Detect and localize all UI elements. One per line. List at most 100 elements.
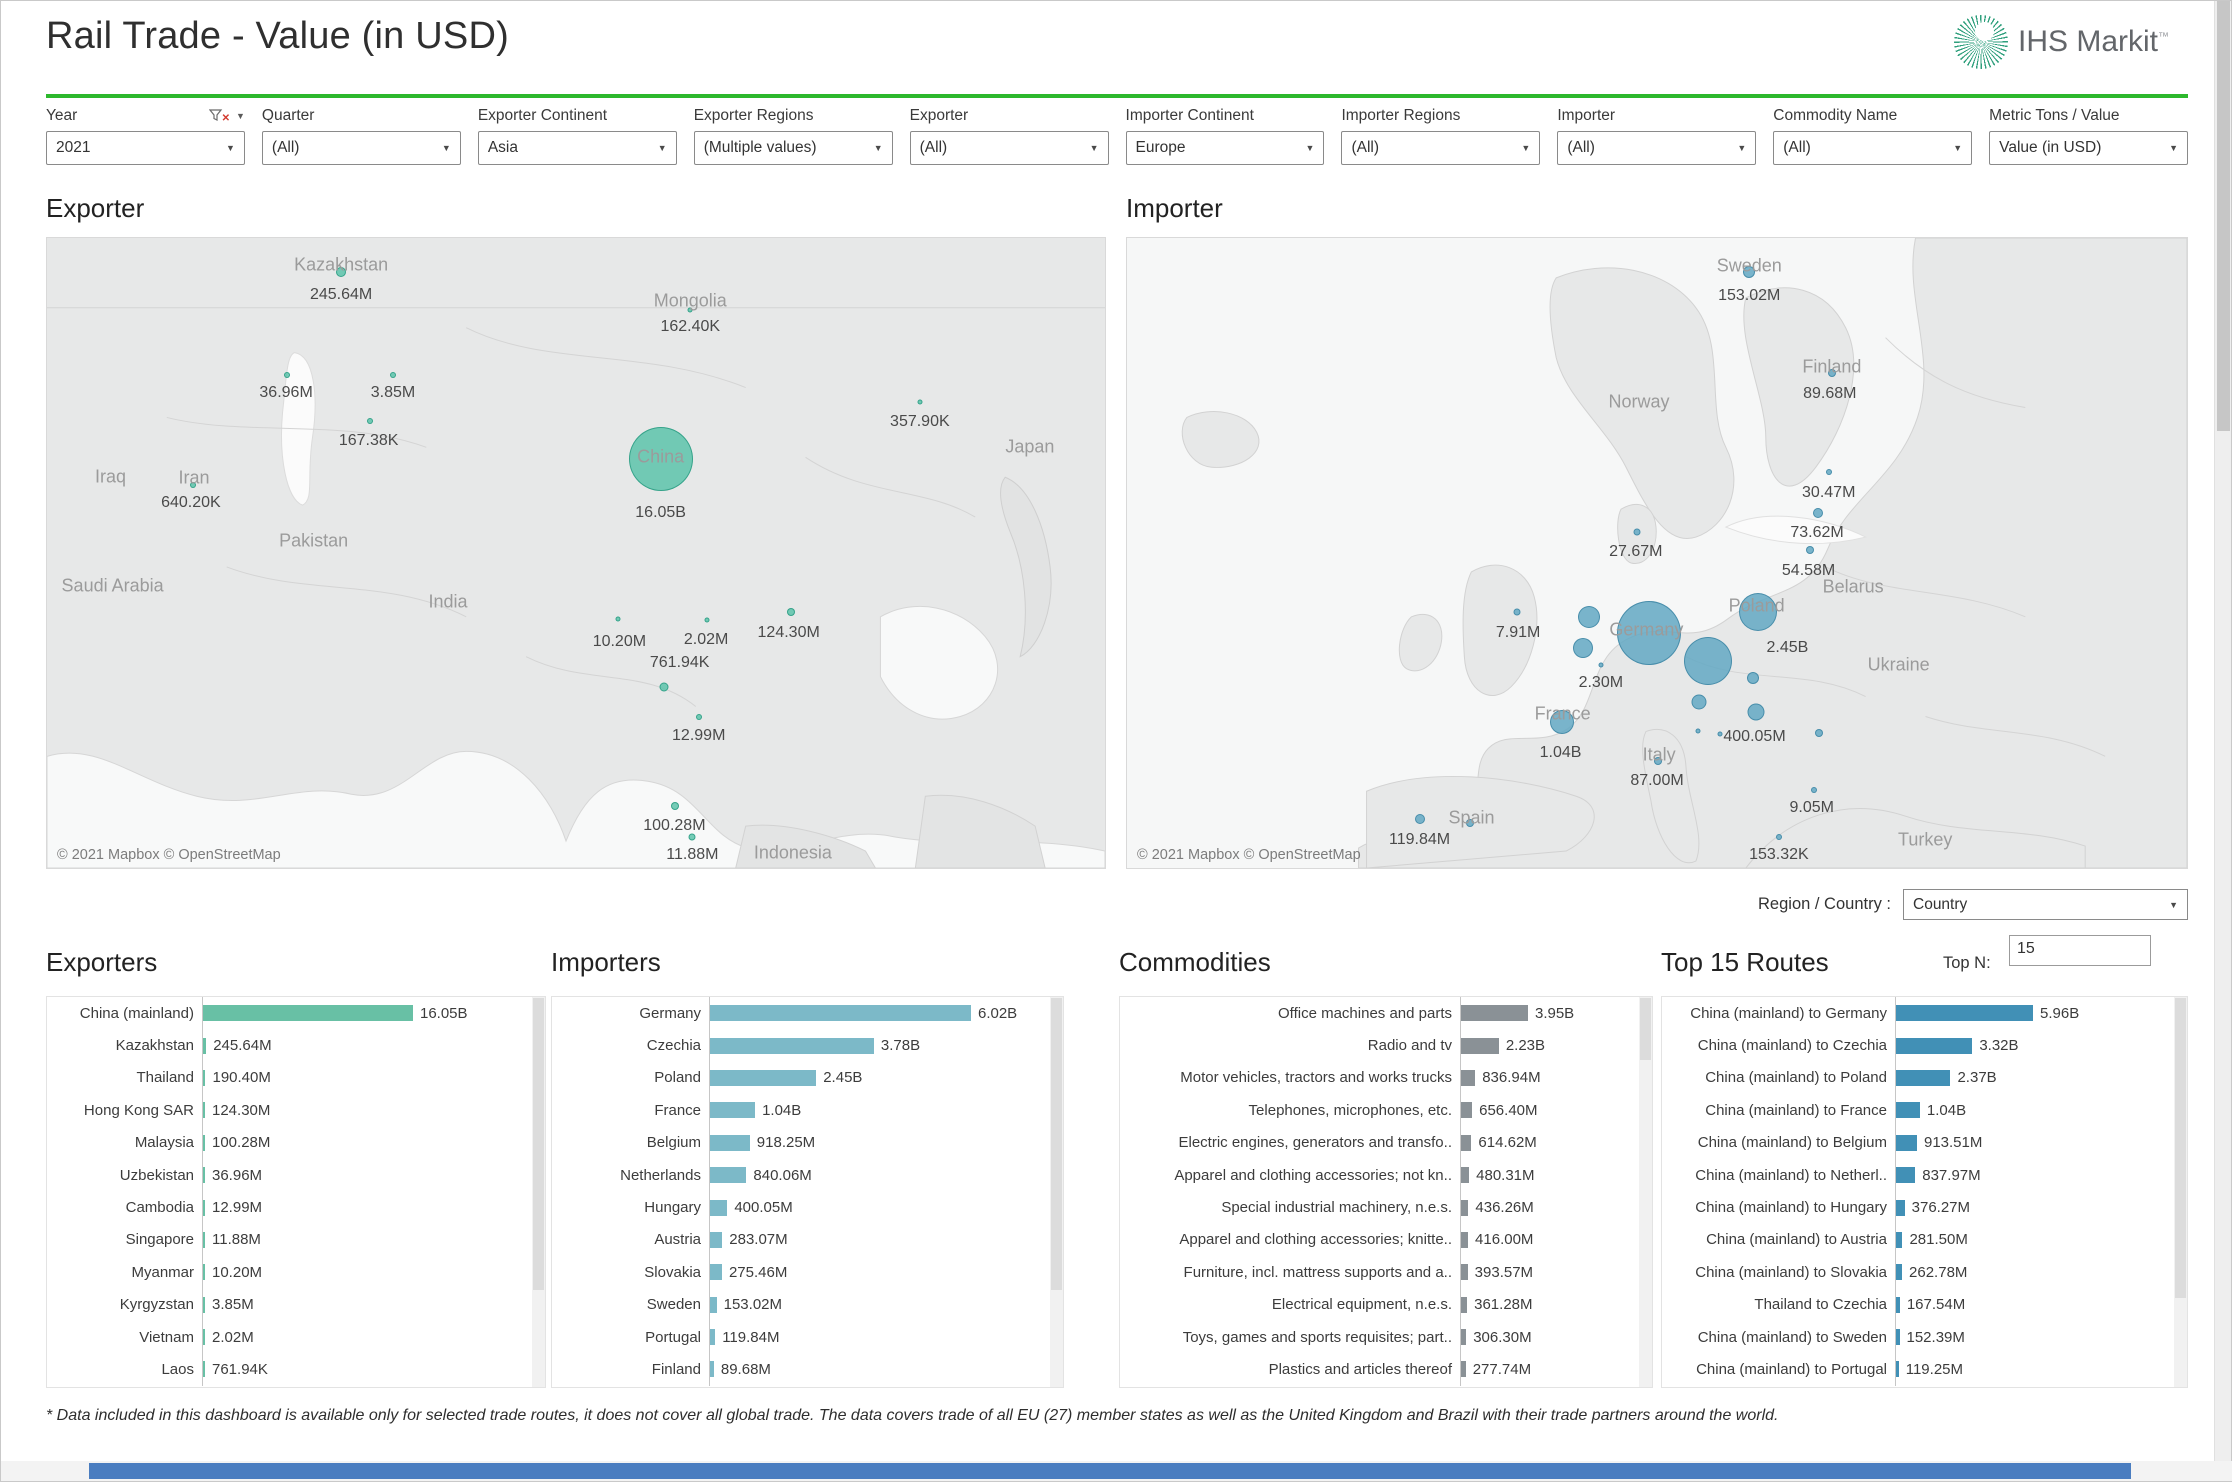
- filter-select-importer[interactable]: (All) ▼: [1557, 131, 1757, 165]
- map-bubble[interactable]: [1738, 593, 1777, 632]
- bar[interactable]: [203, 1037, 207, 1054]
- bar[interactable]: [710, 1102, 756, 1119]
- map-bubble[interactable]: [336, 267, 347, 278]
- map-bubble[interactable]: [284, 372, 291, 379]
- map-bubble[interactable]: [628, 426, 693, 491]
- map-bubble[interactable]: [1775, 834, 1782, 841]
- map-bubble[interactable]: [917, 399, 923, 405]
- map-bubble[interactable]: [1549, 710, 1574, 735]
- map-bubble[interactable]: [1810, 786, 1817, 793]
- bar[interactable]: [710, 1264, 722, 1281]
- bar[interactable]: [1896, 1199, 1905, 1216]
- map-bubble[interactable]: [1717, 731, 1723, 737]
- bar[interactable]: [1896, 1167, 1916, 1184]
- map-bubble[interactable]: [1578, 606, 1601, 629]
- panel-scrollbar-thumb[interactable]: [2175, 998, 2186, 1298]
- filter-select-exporter-continent[interactable]: Asia ▼: [477, 131, 677, 165]
- map-bubble[interactable]: [1691, 694, 1707, 710]
- bar[interactable]: [203, 1069, 206, 1086]
- panel-scrollbar-thumb[interactable]: [1051, 998, 1062, 1290]
- map-bubble[interactable]: [1598, 662, 1604, 667]
- bar[interactable]: [203, 1102, 205, 1119]
- bar[interactable]: [1461, 1199, 1469, 1216]
- filter-select-year[interactable]: 2021 ▼: [46, 131, 245, 165]
- bar[interactable]: [1461, 1102, 1473, 1119]
- filter-select-exporter[interactable]: (All) ▼: [909, 131, 1109, 165]
- vertical-scrollbar[interactable]: [2214, 1, 2231, 1463]
- bar[interactable]: [710, 1005, 971, 1022]
- panel-scrollbar-thumb[interactable]: [533, 998, 544, 1290]
- map-bubble[interactable]: [1747, 703, 1765, 721]
- bar[interactable]: [710, 1069, 817, 1086]
- panel-scrollbar[interactable]: [2174, 997, 2187, 1387]
- map-bubble[interactable]: [1616, 601, 1681, 665]
- importer-map[interactable]: Sweden Finland Norway Belarus Ukraine Poland G…: [1126, 237, 2188, 869]
- bar[interactable]: [203, 1005, 413, 1022]
- bar[interactable]: [710, 1361, 714, 1378]
- bar[interactable]: [1896, 1102, 1920, 1119]
- top-n-input[interactable]: 15: [2009, 935, 2151, 966]
- region-country-select[interactable]: Country ▼: [1903, 889, 2188, 920]
- bar[interactable]: [1461, 1361, 1466, 1378]
- map-bubble[interactable]: [687, 307, 693, 313]
- filter-select-importer-continent[interactable]: Europe ▼: [1125, 131, 1325, 165]
- bar[interactable]: [710, 1296, 717, 1313]
- bar[interactable]: [1461, 1167, 1470, 1184]
- filter-menu-caret-icon[interactable]: ▼: [235, 110, 245, 121]
- bar[interactable]: [710, 1329, 716, 1346]
- panel-scrollbar[interactable]: [1050, 997, 1063, 1387]
- panel-scrollbar[interactable]: [1639, 997, 1652, 1387]
- bar[interactable]: [1896, 1069, 1951, 1086]
- bar[interactable]: [710, 1231, 723, 1248]
- map-bubble[interactable]: [190, 481, 196, 488]
- bar[interactable]: [1896, 1264, 1903, 1281]
- bar[interactable]: [1461, 1296, 1468, 1313]
- bar[interactable]: [203, 1231, 205, 1248]
- bar[interactable]: [1896, 1296, 1900, 1313]
- bar[interactable]: [203, 1167, 205, 1184]
- bar[interactable]: [1461, 1005, 1528, 1022]
- map-bubble[interactable]: [1683, 637, 1732, 686]
- map-bubble[interactable]: [366, 417, 373, 424]
- bar[interactable]: [203, 1329, 205, 1346]
- exporter-map[interactable]: Kazakhstan Mongolia Japan Iraq Iran Pakistan S…: [46, 237, 1106, 869]
- bar[interactable]: [203, 1296, 205, 1313]
- map-bubble[interactable]: [1513, 608, 1521, 616]
- bar[interactable]: [203, 1264, 205, 1281]
- bar[interactable]: [1896, 1329, 1900, 1346]
- bar[interactable]: [710, 1037, 874, 1054]
- map-bubble[interactable]: [1747, 672, 1760, 685]
- map-bubble[interactable]: [671, 801, 680, 810]
- filter-select-commodity-name[interactable]: (All) ▼: [1773, 131, 1973, 165]
- bar[interactable]: [203, 1361, 205, 1378]
- bar[interactable]: [1461, 1231, 1469, 1248]
- map-bubble[interactable]: [1414, 813, 1425, 824]
- map-bubble[interactable]: [786, 608, 795, 617]
- map-bubble[interactable]: [1815, 728, 1824, 737]
- bar[interactable]: [1461, 1264, 1468, 1281]
- clear-filter-x-icon[interactable]: ✕: [221, 113, 230, 124]
- map-attribution[interactable]: © 2021 Mapbox © OpenStreetMap: [57, 847, 281, 863]
- bar[interactable]: [1896, 1134, 1917, 1151]
- bar[interactable]: [1896, 1231, 1903, 1248]
- clear-filter-funnel-icon[interactable]: [208, 109, 224, 122]
- map-bubble[interactable]: [695, 714, 702, 721]
- map-bubble[interactable]: [1825, 468, 1832, 475]
- bar[interactable]: [203, 1134, 205, 1151]
- map-bubble[interactable]: [1572, 637, 1593, 658]
- bar[interactable]: [1896, 1037, 1973, 1054]
- map-bubble[interactable]: [688, 833, 696, 841]
- bar[interactable]: [710, 1167, 747, 1184]
- bar[interactable]: [1461, 1037, 1499, 1054]
- bar[interactable]: [710, 1134, 750, 1151]
- bar[interactable]: [710, 1199, 728, 1216]
- horizontal-scrollbar[interactable]: [1, 1461, 2232, 1481]
- filter-select-quarter[interactable]: (All) ▼: [261, 131, 461, 165]
- bar[interactable]: [1896, 1361, 1899, 1378]
- filter-select-metric-tons-value[interactable]: Value (in USD) ▼: [1989, 131, 2189, 165]
- bar[interactable]: [1461, 1134, 1472, 1151]
- bar[interactable]: [203, 1199, 205, 1216]
- horizontal-scrollbar-thumb[interactable]: [89, 1463, 2131, 1479]
- map-bubble[interactable]: [1827, 369, 1836, 378]
- map-bubble[interactable]: [1743, 266, 1756, 279]
